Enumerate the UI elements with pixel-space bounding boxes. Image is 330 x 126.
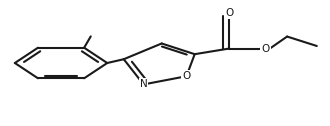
Text: O: O bbox=[225, 8, 234, 18]
Text: O: O bbox=[262, 43, 270, 54]
Text: O: O bbox=[182, 71, 191, 81]
Text: N: N bbox=[140, 79, 148, 89]
